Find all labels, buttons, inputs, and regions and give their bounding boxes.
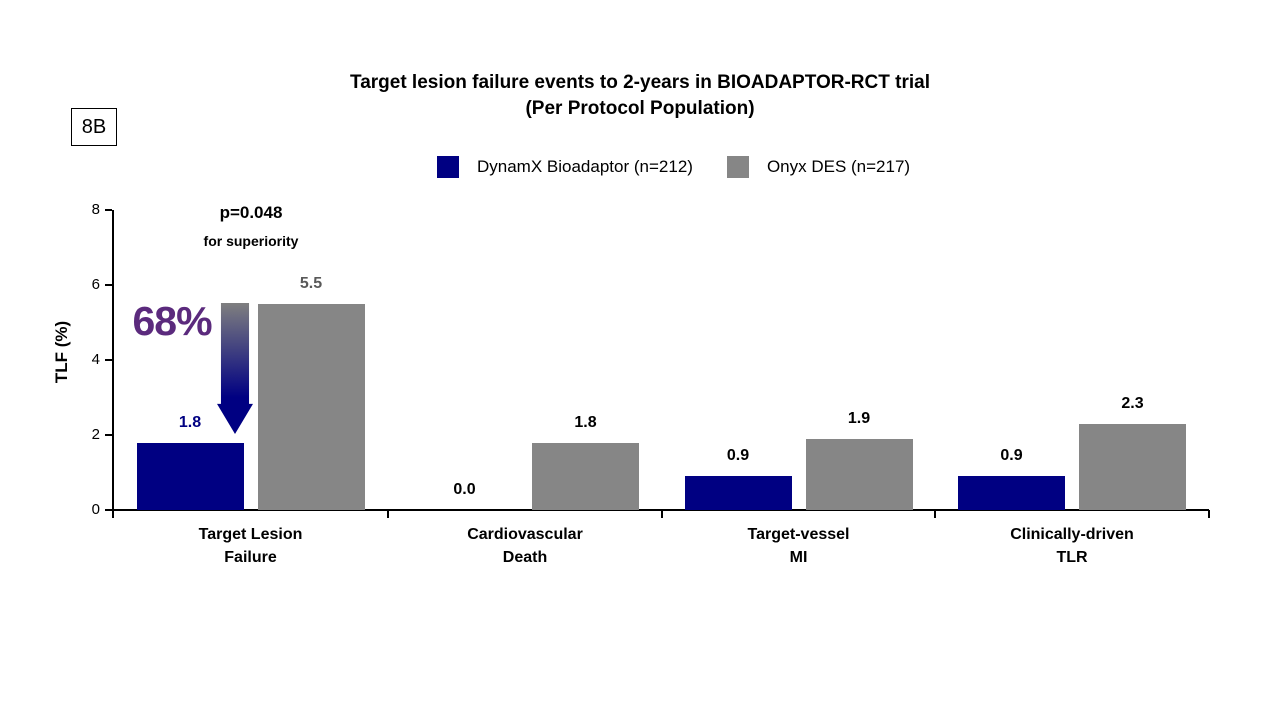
y-tick [105,209,112,211]
y-tick [105,359,112,361]
chart-title: Target lesion failure events to 2-years … [0,70,1280,122]
y-tick [105,284,112,286]
legend-label-dynamx: DynamX Bioadaptor (n=212) [477,157,693,176]
bar-value-label: 1.9 [847,409,871,427]
x-tick [1208,510,1210,518]
y-tick [105,434,112,436]
bar-value-label: 1.8 [574,413,597,431]
bar-value-label: 0.0 [453,481,476,498]
x-tick [112,510,114,518]
y-axis-line [112,210,114,511]
legend: DynamX Bioadaptor (n=212) Onyx DES (n=21… [437,156,910,178]
legend-item-dynamx: DynamX Bioadaptor (n=212) [437,156,693,178]
bar-dynamx-0 [136,442,244,510]
legend-label-onyx: Onyx DES (n=217) [766,157,911,176]
x-tick [387,510,389,518]
y-tick [105,509,112,511]
reduction-label: 68% [132,298,212,344]
y-tick-label: 8 [91,201,100,218]
legend-item-onyx: Onyx DES (n=217) [726,156,911,178]
y-tick-label: 4 [91,351,100,368]
bar-onyx-1 [532,442,639,510]
x-tick [661,510,663,518]
chart-title-line2: (Per Protocol Population) [525,98,755,119]
x-axis-label: Cardiovascular Death [467,526,583,566]
reduction-arrow-icon [217,303,253,434]
bar-onyx-3 [1079,423,1186,510]
figure-label-box: 8B [71,108,117,146]
x-axis-label: Clinically-driven TLR [1010,526,1134,566]
y-tick-label: 2 [91,426,100,443]
p-value-subtext: for superiority [203,233,299,249]
x-axis-label: Target Lesion Failure [198,526,303,566]
x-axis-label: Target-vessel MI [747,526,850,566]
bar-dynamx-2 [684,476,792,510]
bar-value-label: 0.9 [1000,447,1023,465]
x-tick [934,510,936,518]
bar-onyx-0 [257,303,365,510]
bar-value-label: 1.8 [178,413,202,431]
bar-value-label: 0.9 [726,447,750,465]
x-axis-line [112,509,1209,511]
bar-value-label: 5.5 [299,274,323,292]
y-tick-label: 6 [91,276,100,293]
y-tick-label: 0 [91,501,100,518]
legend-swatch-dynamx-icon [437,156,459,178]
figure-label: 8B [81,115,107,138]
bar-dynamx-3 [958,476,1065,510]
chart-title-line1: Target lesion failure events to 2-years … [350,72,930,93]
legend-swatch-onyx-icon [726,156,749,178]
p-value-annotation: p=0.048 [219,203,283,222]
bar-value-label: 2.3 [1121,394,1144,412]
bar-onyx-2 [805,438,913,510]
